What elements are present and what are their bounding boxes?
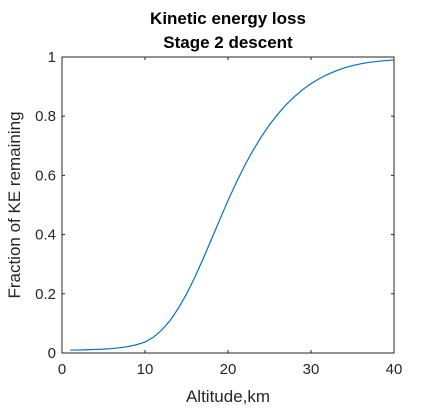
series-line — [70, 59, 395, 351]
y-axis-label: Fraction of KE remaining — [5, 111, 24, 298]
y-tick-label: 0.4 — [35, 227, 56, 244]
x-tick-label: 40 — [386, 361, 403, 378]
x-axis-label: Altitude,km — [186, 387, 270, 406]
chart-title-line-2: Stage 2 descent — [163, 33, 293, 52]
chart-title-line-1: Kinetic energy loss — [150, 9, 306, 28]
y-tick-label: 0.6 — [35, 167, 56, 184]
x-tick-label: 10 — [137, 361, 154, 378]
y-tick-label: 0 — [48, 345, 56, 362]
y-tick-label: 1 — [48, 49, 56, 66]
y-tick-label: 0.8 — [35, 108, 56, 125]
x-tick-label: 20 — [220, 361, 237, 378]
x-tick-label: 0 — [58, 361, 66, 378]
plot-area — [61, 56, 395, 354]
axis-ticks: 0 10 20 30 40 0 0.2 0.4 0.6 0.8 1 — [35, 49, 402, 378]
y-tick-label: 0.2 — [35, 286, 56, 303]
x-tick-label: 30 — [303, 361, 320, 378]
